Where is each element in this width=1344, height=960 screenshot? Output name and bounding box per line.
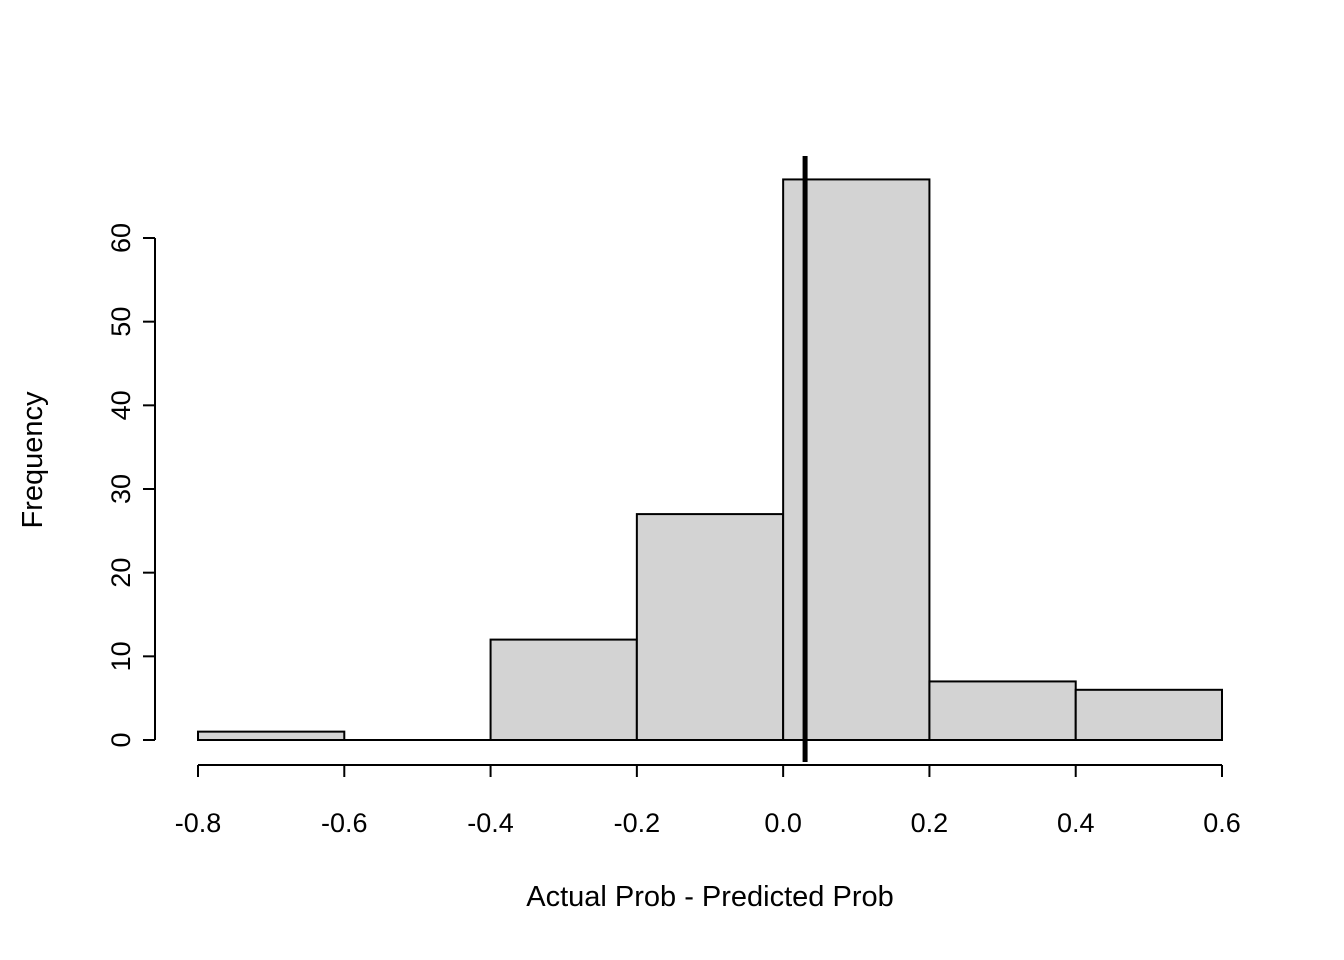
histogram-bar (197, 730, 346, 742)
x-axis-tick-label: -0.2 (614, 808, 661, 838)
y-axis-tick-label: 0 (106, 732, 136, 747)
x-axis-tick-label: 0.0 (764, 808, 802, 838)
y-axis-tick-label: 20 (106, 558, 136, 588)
y-axis: 0 10 20 30 40 50 60 (106, 223, 156, 748)
x-axis-tick-label: -0.8 (175, 808, 222, 838)
y-axis-title: Frequency (17, 391, 49, 529)
x-axis: -0.8 -0.6 -0.4 -0.2 0.0 0.2 0.4 0.6 (175, 764, 1241, 838)
histogram-bars (197, 178, 1223, 742)
histogram-bar (635, 513, 785, 741)
y-axis-tick-label: 30 (106, 474, 136, 504)
x-axis-tick-label: -0.4 (467, 808, 514, 838)
y-axis-tick-label: 50 (106, 307, 136, 337)
x-axis-title: Actual Prob - Predicted Prob (526, 881, 894, 913)
y-axis-tick-label: 10 (106, 641, 136, 671)
y-axis-tick-label: 40 (106, 390, 136, 420)
histogram-bar (1074, 688, 1223, 741)
histogram-bar (489, 638, 638, 741)
x-axis-tick-label: 0.2 (911, 808, 949, 838)
x-axis-tick-label: -0.6 (321, 808, 368, 838)
y-axis-tick-label: 60 (106, 223, 136, 253)
x-axis-tick-label: 0.6 (1203, 808, 1241, 838)
x-axis-tick-label: 0.4 (1057, 808, 1095, 838)
histogram-bar (928, 680, 1077, 742)
